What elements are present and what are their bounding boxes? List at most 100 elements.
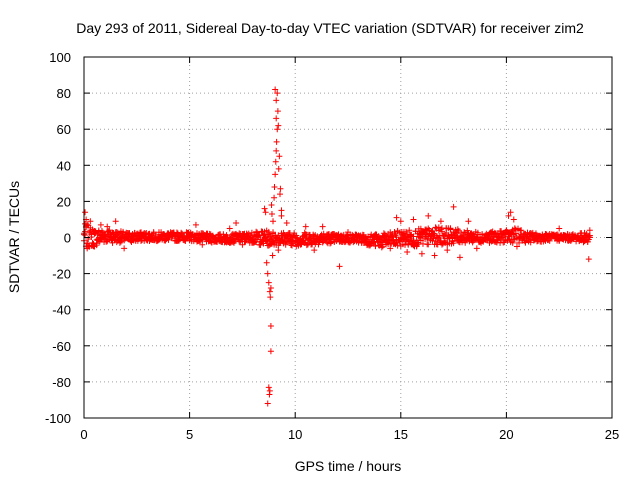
data-point	[410, 233, 417, 240]
data-point	[87, 218, 94, 225]
data-point	[271, 194, 278, 201]
data-point	[276, 191, 283, 198]
data-point	[275, 247, 282, 254]
data-point	[274, 90, 281, 97]
y-tick-label: 100	[49, 50, 71, 65]
data-point	[479, 238, 486, 245]
data-point	[276, 153, 283, 160]
data-point	[444, 247, 451, 254]
data-point	[261, 205, 268, 212]
data-point	[393, 214, 400, 221]
data-point	[106, 227, 113, 234]
x-axis-label: GPS time / hours	[295, 458, 402, 474]
data-point	[283, 220, 290, 227]
data-point	[414, 239, 421, 246]
data-point	[116, 239, 123, 246]
y-tick-label: -60	[52, 339, 71, 354]
data-point	[199, 241, 206, 248]
data-point	[379, 243, 386, 250]
data-point	[554, 231, 561, 238]
data-point	[302, 231, 309, 238]
data-point	[239, 241, 246, 248]
data-point	[437, 218, 444, 225]
data-point	[418, 250, 425, 257]
data-point	[505, 212, 512, 219]
y-tick-label: 60	[57, 122, 71, 137]
data-point	[272, 86, 279, 93]
plot-frame	[83, 56, 613, 419]
y-tick-label: -100	[45, 411, 71, 426]
data-point	[84, 245, 91, 252]
data-point	[253, 228, 260, 235]
y-tick-label: 20	[57, 194, 71, 209]
data-point	[266, 288, 273, 295]
data-point	[273, 115, 280, 122]
data-point	[273, 138, 280, 145]
data-point	[404, 248, 411, 255]
data-points	[81, 86, 593, 407]
data-point	[262, 209, 269, 216]
data-point	[97, 221, 104, 228]
data-point	[474, 229, 481, 236]
data-point	[509, 239, 516, 246]
data-point	[233, 220, 240, 227]
data-point	[257, 242, 264, 249]
data-point	[585, 256, 592, 263]
data-point	[256, 231, 263, 238]
data-point	[165, 236, 172, 243]
data-point	[302, 223, 309, 230]
data-point	[289, 237, 296, 244]
data-point	[192, 221, 199, 228]
data-point	[510, 216, 517, 223]
data-point	[263, 237, 270, 244]
y-tick-label: -80	[52, 375, 71, 390]
data-point	[336, 263, 343, 270]
data-point	[345, 229, 351, 236]
data-point	[378, 244, 385, 251]
data-point	[438, 241, 445, 248]
data-point	[473, 245, 480, 252]
data-point	[275, 165, 282, 172]
data-point	[387, 245, 394, 252]
data-point	[267, 348, 274, 355]
data-point	[277, 185, 284, 192]
data-point	[270, 229, 277, 236]
data-point	[176, 237, 183, 244]
data-point	[267, 285, 274, 292]
data-point	[278, 212, 285, 219]
data-point	[397, 218, 404, 225]
x-tick-label: 15	[394, 427, 408, 442]
data-point	[406, 227, 413, 234]
data-point	[93, 240, 100, 247]
data-point	[516, 239, 523, 246]
data-point	[267, 294, 274, 301]
data-point	[512, 230, 519, 237]
data-point	[431, 252, 438, 259]
y-tick-label: 0	[64, 231, 71, 246]
y-tick-label: 40	[57, 158, 71, 173]
data-point	[265, 384, 272, 391]
data-point	[586, 227, 593, 234]
data-point	[178, 229, 185, 236]
data-point	[507, 209, 514, 216]
data-point	[272, 158, 279, 165]
data-point	[425, 225, 432, 232]
x-tick-label: 0	[80, 427, 87, 442]
data-point	[104, 223, 111, 230]
data-point	[275, 122, 282, 129]
data-point	[278, 207, 285, 214]
axis-ticks: 0 5 10 15 20 25 100 80 60 40 20 0 -20 -40 -60 -80 -100	[45, 50, 619, 442]
data-point	[293, 232, 300, 239]
x-tick-label: 10	[288, 427, 302, 442]
data-point	[263, 259, 270, 266]
x-tick-label: 5	[186, 427, 193, 442]
data-point	[270, 218, 277, 225]
data-point	[461, 229, 468, 236]
data-point	[264, 400, 271, 407]
data-point	[407, 232, 414, 239]
data-point	[513, 243, 520, 250]
data-point	[268, 202, 275, 209]
y-tick-label: 80	[57, 86, 71, 101]
data-point	[410, 216, 417, 223]
